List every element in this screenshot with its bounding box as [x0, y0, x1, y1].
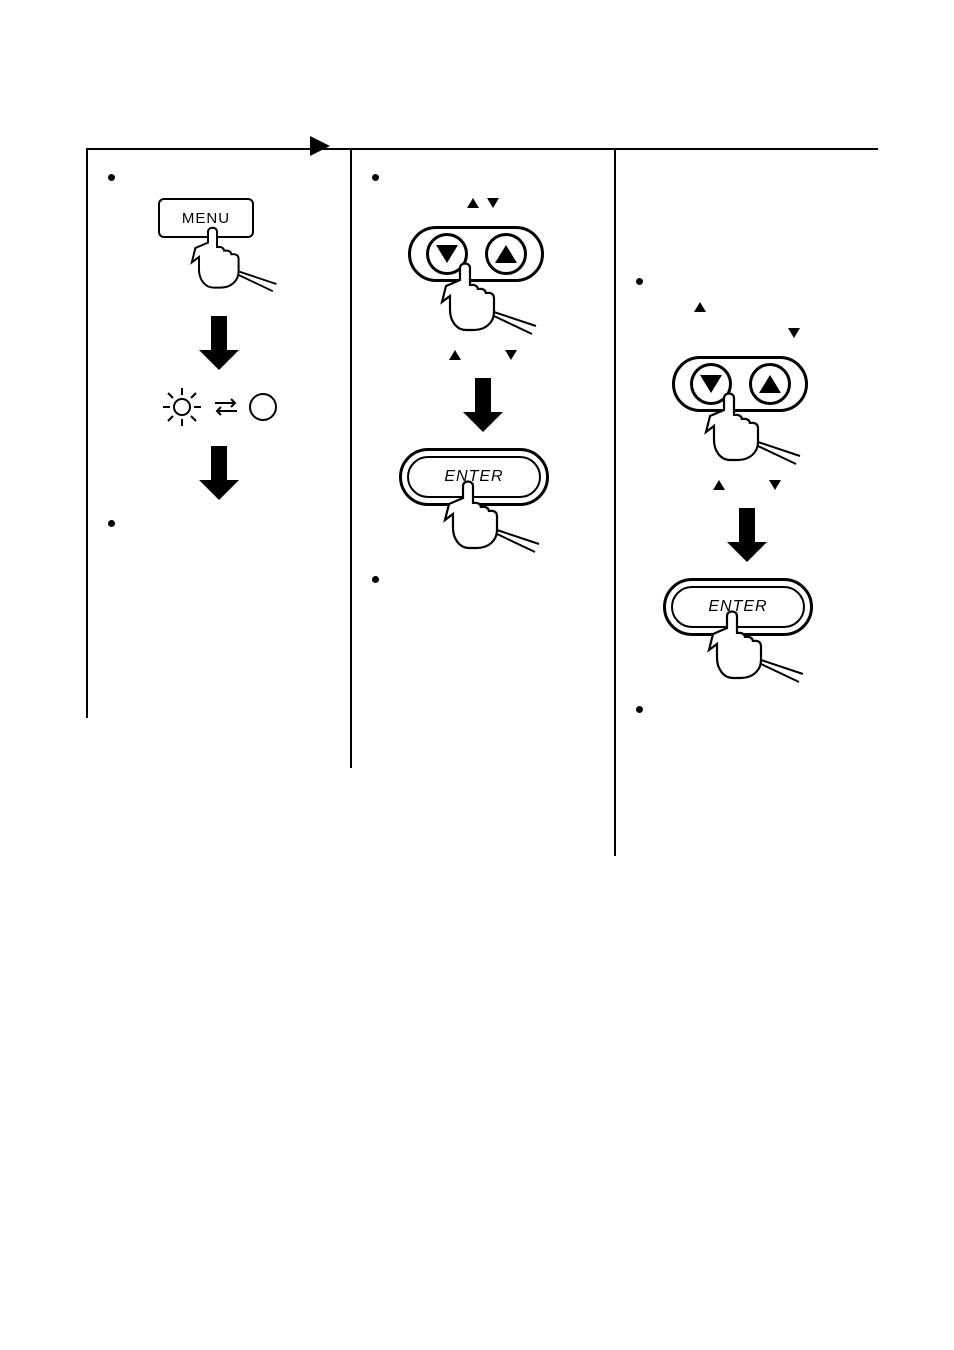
- rocker-illustration: [398, 226, 568, 336]
- up-down-indicator: [630, 480, 864, 490]
- bullet-icon: [636, 278, 643, 285]
- hand-pointer-icon: [443, 474, 543, 559]
- swap-arrows-icon: [213, 396, 239, 418]
- arrow-down-icon: [211, 442, 227, 502]
- circle-icon: [249, 393, 277, 421]
- triangle-up-icon: [467, 198, 479, 208]
- column-1: MENU: [86, 148, 350, 718]
- bullet-icon: [636, 706, 643, 713]
- col2-step1: [366, 170, 600, 184]
- sun-icon: [161, 386, 203, 428]
- columns: MENU: [86, 148, 878, 856]
- bullet-icon: [108, 174, 115, 181]
- up-down-indicator: [366, 350, 600, 360]
- col2-step2: [366, 572, 600, 586]
- rocker-illustration: [662, 356, 832, 466]
- triangle-down-icon: [505, 350, 517, 360]
- triangle-up-icon: [449, 350, 461, 360]
- hand-pointer-icon: [440, 256, 540, 341]
- triangle-down-icon: [769, 480, 781, 490]
- col1-step2: [102, 516, 336, 530]
- enter-illustration: ENTER: [393, 448, 573, 558]
- bullet-icon: [108, 520, 115, 527]
- arrow-down-icon: [475, 374, 491, 434]
- column-2: ENTER: [350, 148, 614, 768]
- column-3: ENTER: [614, 148, 878, 856]
- bullet-icon: [372, 576, 379, 583]
- enter-illustration: ENTER: [657, 578, 837, 688]
- hand-pointer-icon: [707, 604, 807, 689]
- triangle-down-icon: [788, 328, 800, 338]
- bullet-icon: [372, 174, 379, 181]
- arrow-down-icon: [211, 312, 227, 372]
- up-down-indicator: [653, 302, 840, 338]
- menu-button-illustration: MENU: [144, 198, 294, 298]
- up-down-indicator: [366, 198, 600, 208]
- col1-step1: [102, 170, 336, 184]
- triangle-up-icon: [694, 302, 706, 312]
- triangle-up-icon: [713, 480, 725, 490]
- triangle-down-icon: [487, 198, 499, 208]
- col3-step1: [630, 274, 864, 288]
- hand-pointer-icon: [190, 220, 280, 299]
- backlight-toggle-icon: [161, 386, 277, 428]
- arrow-down-icon: [739, 504, 755, 564]
- hand-pointer-icon: [704, 386, 804, 471]
- page: MENU: [0, 0, 954, 1350]
- col3-step2: [630, 702, 864, 716]
